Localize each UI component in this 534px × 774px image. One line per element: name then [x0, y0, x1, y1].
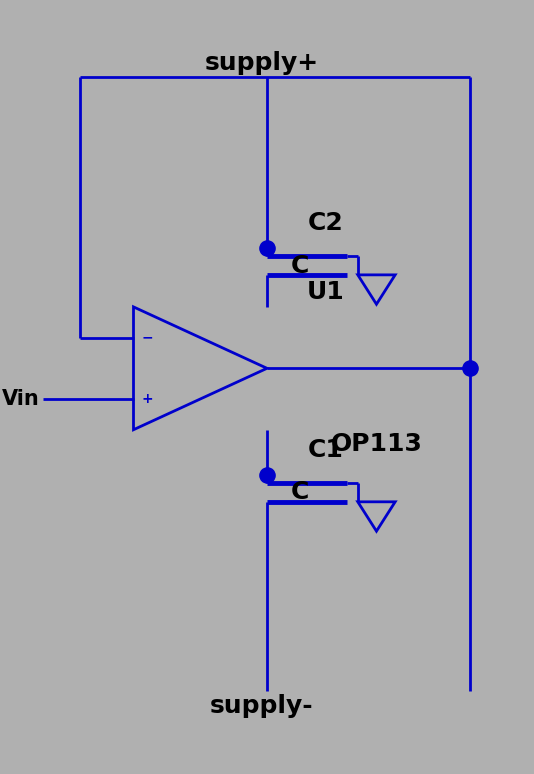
Point: [466, 362, 474, 375]
Point: [263, 242, 271, 255]
Text: C2: C2: [308, 211, 343, 235]
Text: U1: U1: [307, 280, 344, 304]
Text: supply+: supply+: [205, 50, 319, 74]
Point: [263, 469, 271, 481]
Text: OP113: OP113: [331, 433, 423, 457]
Text: −: −: [141, 330, 153, 344]
Text: C: C: [291, 254, 309, 278]
Text: C1: C1: [308, 438, 344, 462]
Text: C: C: [291, 481, 309, 505]
Text: Vin: Vin: [2, 389, 40, 409]
Text: supply-: supply-: [210, 694, 313, 718]
Text: +: +: [141, 392, 153, 406]
